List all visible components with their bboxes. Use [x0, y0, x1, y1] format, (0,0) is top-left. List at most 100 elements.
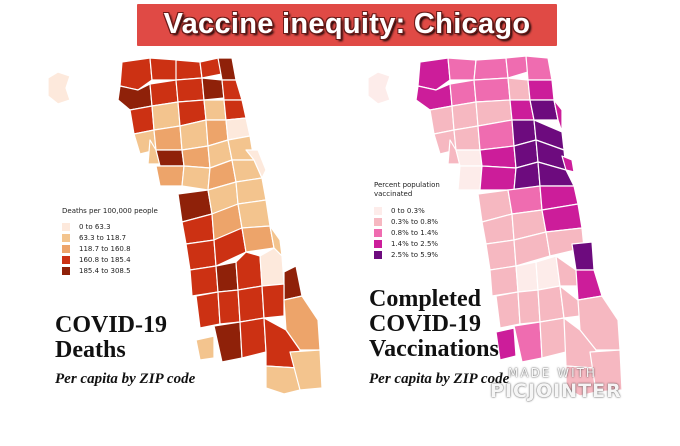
vaccinations-map-title: Completed COVID-19 Vaccinations [369, 287, 499, 362]
zip-area [513, 321, 543, 363]
zip-area [447, 57, 477, 81]
zip-area [495, 327, 517, 361]
zip-area [589, 349, 623, 393]
legend-item: 185.4 to 308.5 [62, 265, 158, 276]
legend-label: 0 to 0.3% [391, 206, 425, 215]
legend-swatch [374, 250, 382, 259]
zip-area [527, 79, 555, 101]
zip-area [565, 365, 597, 397]
deaths-legend: Deaths per 100,000 people 0 to 63.3 63.3… [62, 207, 158, 276]
zip-area [505, 55, 529, 79]
zip-area [539, 317, 567, 359]
legend-label: 0.3% to 0.8% [391, 217, 439, 226]
legend-label: 2.5% to 5.9% [391, 250, 439, 259]
zip-area [479, 145, 517, 169]
zip-area [283, 265, 303, 301]
zip-area [575, 269, 603, 301]
zip-area [227, 135, 255, 161]
zip-area [221, 79, 243, 101]
page-title: Vaccine inequity: Chicago [163, 8, 531, 40]
vaccinations-title-line2: COVID-19 [369, 311, 481, 337]
zip-area [203, 99, 227, 121]
deaths-title-line2: Deaths [55, 337, 126, 363]
legend-item: 0.3% to 0.8% [374, 216, 464, 227]
zip-area [181, 165, 211, 191]
vaccinations-choropleth-map [367, 55, 623, 397]
zip-area [189, 265, 219, 297]
legend-label: 1.4% to 2.5% [391, 239, 439, 248]
zip-area [155, 165, 185, 187]
zip-area [235, 251, 263, 291]
legend-swatch [374, 239, 382, 248]
zip-area [195, 291, 221, 329]
zip-area [245, 149, 267, 179]
legend-label: 63.3 to 118.7 [79, 233, 127, 242]
legend-swatch [62, 244, 70, 253]
zip-area [201, 77, 225, 101]
zip-area [181, 145, 211, 169]
zip-area [479, 165, 517, 191]
legend-item: 2.5% to 5.9% [374, 249, 464, 260]
deaths-map-title: COVID-19 Deaths [55, 313, 167, 363]
legend-swatch [62, 233, 70, 242]
legend-item: 118.7 to 160.8 [62, 243, 158, 254]
zip-area [175, 59, 203, 81]
zip-area [237, 199, 271, 229]
zip-area [149, 57, 179, 81]
zip-area [261, 283, 285, 319]
legend-item: 0.8% to 1.4% [374, 227, 464, 238]
zip-area [155, 149, 185, 167]
zip-area [453, 125, 481, 151]
zip-area [185, 239, 217, 271]
legend-swatch [374, 217, 382, 226]
title-banner: Vaccine inequity: Chicago [137, 4, 557, 46]
zip-area [289, 349, 323, 391]
zip-area [213, 321, 243, 363]
vaccination-legend-title: Percent population vaccinated [374, 181, 440, 198]
zip-area [265, 365, 301, 395]
zip-area [367, 71, 391, 105]
zip-area [507, 77, 531, 101]
zip-area [561, 155, 575, 173]
legend-swatch [374, 206, 382, 215]
zip-area [217, 289, 241, 325]
legend-item: 1.4% to 2.5% [374, 238, 464, 249]
legend-swatch [62, 266, 70, 275]
zip-area [517, 289, 541, 325]
zip-area [477, 119, 515, 151]
legend-label: 0.8% to 1.4% [391, 228, 439, 237]
legend-item: 63.3 to 118.7 [62, 232, 158, 243]
zip-area [153, 125, 183, 151]
vaccinations-title-line3: Vaccinations [369, 336, 499, 362]
zip-area [455, 149, 483, 167]
deaths-title-line1: COVID-19 [55, 312, 167, 338]
vaccination-legend: Percent population vaccinated 0 to 0.3% … [374, 181, 464, 260]
zip-area [239, 317, 267, 359]
zip-area [195, 335, 215, 361]
legend-label: 118.7 to 160.8 [79, 244, 131, 253]
watermark-brand: PICJOINTER [468, 380, 622, 402]
zip-area [175, 77, 205, 103]
zip-area [217, 57, 237, 81]
zip-area [473, 77, 511, 103]
zip-area [223, 99, 247, 121]
legend-label: 160.8 to 185.4 [79, 255, 131, 264]
zip-area [485, 239, 517, 271]
deaths-map-subtitle: Per capita by ZIP code [55, 371, 196, 387]
zip-area [259, 247, 285, 287]
legend-item: 0 to 0.3% [374, 205, 464, 216]
zip-area [215, 261, 239, 293]
watermark-brand-text: PICJOINTER [490, 380, 622, 402]
zip-area [529, 99, 559, 121]
zip-area [495, 291, 521, 329]
deaths-choropleth-map [47, 57, 323, 395]
legend-label: 0 to 63.3 [79, 222, 111, 231]
legend-swatch [62, 255, 70, 264]
deaths-legend-title: Deaths per 100,000 people [62, 207, 158, 215]
legend-label: 185.4 to 308.5 [79, 266, 131, 275]
zip-area [47, 71, 71, 105]
legend-item: 0 to 63.3 [62, 221, 158, 232]
zip-area [241, 225, 275, 253]
zip-area [119, 57, 153, 91]
zip-area [473, 57, 509, 81]
